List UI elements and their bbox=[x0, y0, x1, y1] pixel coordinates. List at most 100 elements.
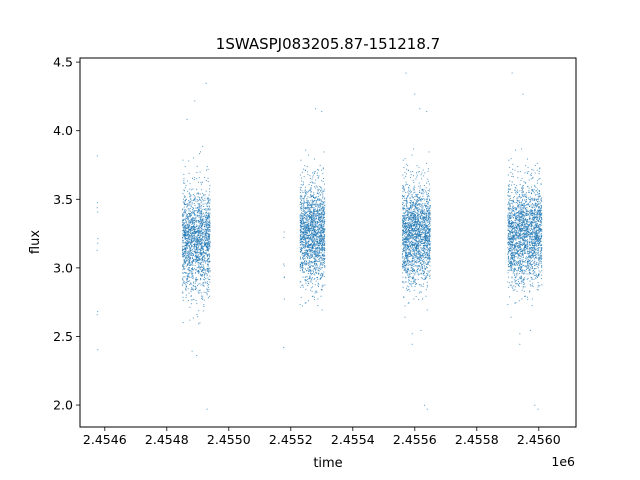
data-point bbox=[202, 181, 204, 183]
data-point bbox=[413, 234, 415, 236]
data-point bbox=[199, 250, 201, 252]
data-point bbox=[197, 228, 199, 230]
data-point bbox=[407, 245, 409, 247]
data-point bbox=[197, 193, 199, 195]
data-point bbox=[188, 292, 190, 294]
data-point bbox=[205, 245, 207, 247]
data-point bbox=[310, 234, 312, 236]
data-point bbox=[410, 231, 412, 233]
data-point bbox=[207, 233, 209, 235]
data-point bbox=[316, 264, 318, 266]
data-point bbox=[323, 229, 325, 231]
data-point bbox=[185, 213, 187, 215]
data-point bbox=[310, 216, 312, 218]
data-point bbox=[322, 201, 324, 203]
data-point bbox=[186, 264, 188, 266]
data-point bbox=[312, 196, 314, 198]
data-point bbox=[324, 212, 326, 214]
data-point bbox=[201, 245, 203, 247]
data-point bbox=[305, 193, 307, 195]
data-point bbox=[203, 299, 205, 301]
data-point bbox=[420, 218, 422, 220]
data-point bbox=[189, 202, 191, 204]
data-point bbox=[190, 229, 192, 231]
data-point bbox=[420, 212, 422, 214]
data-point bbox=[421, 228, 423, 230]
data-point bbox=[413, 228, 415, 230]
data-point bbox=[198, 209, 200, 211]
data-point bbox=[300, 261, 302, 263]
data-point bbox=[301, 216, 303, 218]
data-point bbox=[201, 212, 203, 214]
data-point bbox=[424, 278, 426, 280]
data-point bbox=[406, 199, 408, 201]
data-point bbox=[425, 226, 427, 228]
data-point bbox=[312, 265, 314, 267]
data-point bbox=[193, 243, 195, 245]
data-point bbox=[186, 247, 188, 249]
data-point bbox=[406, 257, 408, 259]
data-point bbox=[317, 256, 319, 258]
data-point bbox=[403, 261, 405, 263]
data-point bbox=[315, 185, 317, 187]
data-point bbox=[417, 265, 419, 267]
data-point bbox=[415, 230, 417, 232]
data-point bbox=[305, 234, 307, 236]
data-point bbox=[423, 213, 425, 215]
data-point bbox=[303, 221, 305, 223]
data-point bbox=[322, 224, 324, 226]
data-point bbox=[317, 255, 319, 257]
data-point bbox=[426, 243, 428, 245]
data-point bbox=[424, 227, 426, 229]
data-point bbox=[405, 225, 407, 227]
data-point bbox=[191, 240, 193, 242]
data-point bbox=[303, 217, 305, 219]
data-point bbox=[199, 243, 201, 245]
data-point bbox=[312, 172, 314, 174]
data-point bbox=[194, 198, 196, 200]
data-point bbox=[415, 235, 417, 237]
data-point bbox=[183, 260, 185, 262]
data-point bbox=[421, 215, 423, 217]
data-point bbox=[196, 172, 198, 174]
data-point bbox=[207, 236, 209, 238]
data-point bbox=[300, 215, 302, 217]
data-point bbox=[204, 253, 206, 255]
data-points bbox=[96, 72, 543, 410]
data-point bbox=[204, 260, 206, 262]
data-point bbox=[317, 245, 319, 247]
data-point bbox=[313, 239, 315, 241]
data-point bbox=[299, 303, 301, 305]
data-point bbox=[307, 228, 309, 230]
data-point bbox=[200, 297, 202, 299]
data-point bbox=[426, 162, 428, 164]
data-point bbox=[185, 210, 187, 212]
data-point bbox=[416, 232, 418, 234]
data-point bbox=[301, 207, 303, 209]
data-point bbox=[199, 171, 201, 173]
data-point bbox=[304, 242, 306, 244]
data-point bbox=[413, 185, 415, 187]
data-point bbox=[306, 230, 308, 232]
data-point bbox=[321, 289, 323, 291]
data-point bbox=[410, 213, 412, 215]
data-point bbox=[416, 200, 418, 202]
data-point bbox=[414, 285, 416, 287]
data-point bbox=[317, 261, 319, 263]
data-point bbox=[322, 218, 324, 220]
data-point bbox=[305, 247, 307, 249]
data-point bbox=[423, 213, 425, 215]
data-point bbox=[196, 250, 198, 252]
data-point bbox=[322, 210, 324, 212]
data-point bbox=[314, 265, 316, 267]
data-point bbox=[308, 230, 310, 232]
data-point bbox=[428, 252, 430, 254]
data-point bbox=[191, 227, 193, 229]
data-point bbox=[316, 232, 318, 234]
data-point bbox=[324, 255, 326, 257]
data-point bbox=[201, 230, 203, 232]
data-point bbox=[184, 222, 186, 224]
data-point bbox=[317, 211, 319, 213]
data-point bbox=[311, 178, 313, 180]
data-point bbox=[186, 251, 188, 253]
